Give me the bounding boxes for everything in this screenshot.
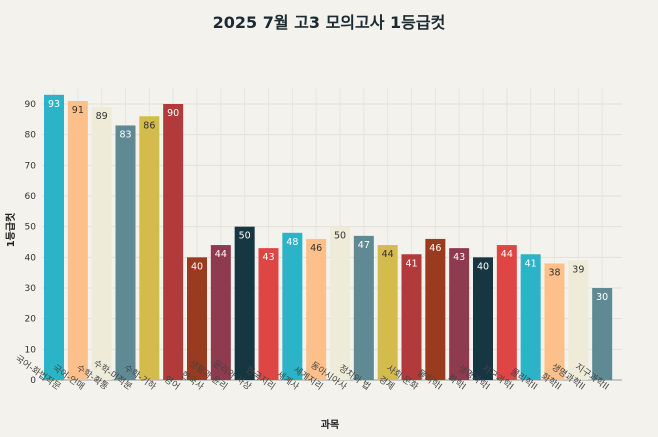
bar — [163, 104, 184, 380]
y-tick-label: 80 — [25, 131, 37, 141]
bar — [568, 260, 589, 380]
bar — [496, 245, 517, 380]
data-label: 86 — [143, 120, 155, 131]
bar — [401, 254, 422, 380]
data-label: 46 — [310, 243, 322, 254]
data-label: 44 — [215, 249, 227, 260]
y-tick-label: 70 — [25, 161, 37, 171]
data-label: 39 — [572, 264, 584, 275]
data-label: 44 — [501, 249, 513, 260]
bar — [520, 254, 541, 380]
y-tick-label: 50 — [25, 223, 37, 233]
data-label: 40 — [477, 261, 489, 272]
y-tick-label: 60 — [25, 192, 37, 202]
bar — [44, 94, 64, 381]
bar — [449, 248, 470, 380]
data-label: 93 — [48, 99, 60, 110]
data-label: 44 — [382, 249, 394, 260]
y-tick-label: 20 — [25, 315, 37, 325]
bar — [258, 248, 279, 380]
data-label: 43 — [262, 252, 274, 263]
bar — [330, 226, 350, 380]
data-label: 50 — [239, 231, 251, 242]
data-label: 46 — [429, 243, 441, 254]
bar — [592, 288, 613, 380]
bar — [187, 257, 207, 380]
data-label: 47 — [358, 240, 370, 251]
bar — [139, 116, 160, 381]
data-label: 40 — [191, 261, 203, 272]
y-tick-label: 90 — [25, 100, 37, 110]
y-tick-label: 30 — [25, 284, 37, 294]
y-tick-label: 10 — [25, 345, 37, 355]
data-label: 48 — [286, 237, 298, 248]
bar — [473, 257, 493, 380]
data-label: 50 — [334, 231, 346, 242]
data-label: 83 — [119, 129, 131, 140]
bar — [353, 235, 374, 380]
data-label: 90 — [167, 108, 179, 119]
data-label: 91 — [72, 105, 84, 116]
data-label: 41 — [405, 258, 417, 269]
bar — [282, 232, 303, 380]
y-axis-label: 1등급컷 — [4, 213, 17, 248]
bar — [67, 100, 88, 380]
chart-title: 2025 7월 고3 모의고사 1등급컷 — [213, 13, 446, 32]
data-label: 89 — [96, 111, 108, 122]
bar — [91, 107, 112, 381]
bar — [234, 226, 255, 380]
bar — [377, 245, 398, 380]
bar — [306, 238, 327, 380]
bar — [544, 263, 565, 380]
data-label: 30 — [596, 292, 608, 303]
x-axis-label: 과목 — [321, 418, 339, 431]
bar — [425, 238, 446, 380]
bar — [210, 245, 231, 380]
y-tick-label: 40 — [25, 253, 37, 263]
bar — [115, 125, 136, 380]
data-label: 38 — [548, 267, 560, 278]
data-label: 43 — [453, 252, 465, 263]
y-tick-label: 0 — [30, 376, 36, 386]
data-label: 41 — [525, 258, 537, 269]
